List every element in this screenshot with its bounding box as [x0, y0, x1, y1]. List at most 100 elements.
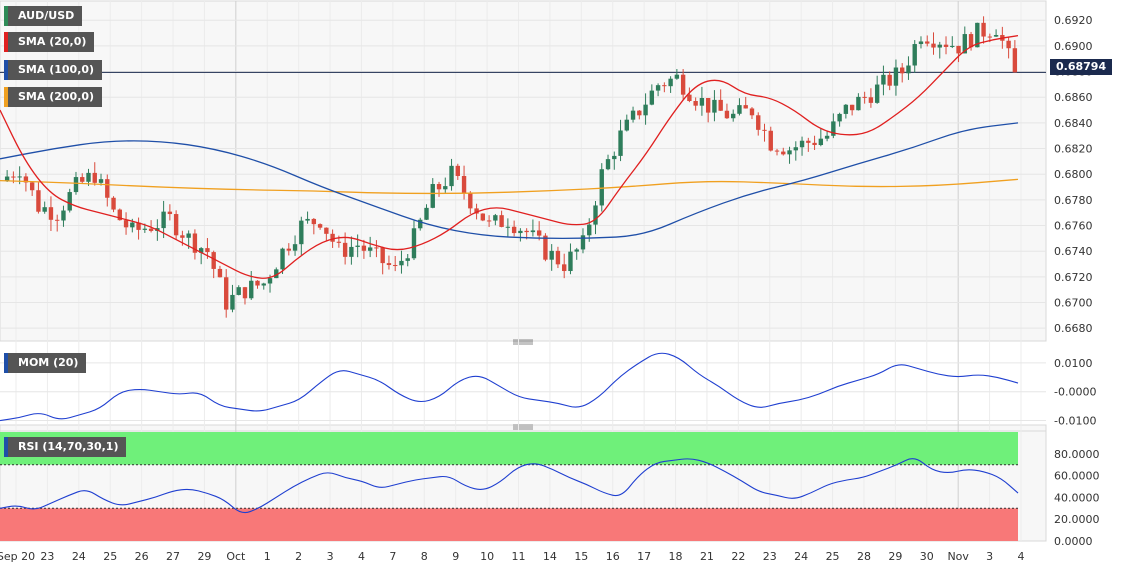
- x-tick-label: 24: [72, 550, 86, 563]
- candle-body: [868, 97, 874, 103]
- x-tick-label: 27: [166, 550, 180, 563]
- candle-body: [1006, 40, 1011, 49]
- candle-body: [493, 215, 498, 221]
- x-tick-label: 28: [857, 550, 871, 563]
- candle-body: [931, 43, 936, 48]
- candle-body: [649, 90, 655, 105]
- candle-body: [511, 226, 517, 234]
- x-tick-label: Nov: [947, 550, 969, 563]
- y-tick-label: 0.6800: [1054, 168, 1093, 181]
- candle-body: [655, 85, 661, 91]
- candle-body: [117, 209, 122, 221]
- rsi-overbought-zone: [0, 432, 1018, 465]
- candle-body: [361, 245, 367, 251]
- y-tick-label: 0.6780: [1054, 194, 1093, 207]
- candle-body: [975, 22, 980, 48]
- candle-body: [774, 150, 780, 152]
- candle-body: [305, 218, 310, 221]
- candle-body: [787, 150, 792, 155]
- x-tick-label: 1: [264, 550, 271, 563]
- candle-body: [987, 36, 993, 38]
- candle-body: [374, 247, 379, 249]
- y-tick-label: 0.6820: [1054, 143, 1093, 156]
- candle-body: [292, 244, 298, 251]
- candle-body: [480, 213, 486, 221]
- x-tick-label: Oct: [226, 550, 246, 563]
- candle-body: [236, 287, 241, 295]
- symbol-label[interactable]: AUD/USD: [4, 6, 83, 26]
- candle-body: [937, 44, 942, 48]
- sma-100-label[interactable]: SMA (100,0): [4, 60, 103, 80]
- mom-tick-label: -0.0100: [1054, 415, 1096, 428]
- candle-body: [724, 110, 730, 119]
- sma-20-line: [0, 34, 1019, 279]
- candle-body: [737, 105, 742, 114]
- candle-body: [824, 135, 830, 139]
- candle-body: [536, 230, 542, 236]
- candle-body: [887, 74, 892, 86]
- candle-body: [286, 248, 291, 251]
- candle-body: [92, 172, 97, 183]
- rsi-tick-label: 0.0000: [1054, 535, 1093, 548]
- rsi-oversold-zone: [0, 508, 1018, 541]
- candle-body: [80, 177, 85, 182]
- rsi-label[interactable]: RSI (14,70,30,1): [4, 437, 127, 457]
- candle-body: [599, 169, 604, 206]
- x-tick-label: 8: [421, 550, 428, 563]
- candle-body: [255, 280, 260, 286]
- candle-body: [812, 142, 817, 146]
- candle-body: [67, 192, 72, 211]
- candle-body: [799, 140, 805, 148]
- candle-body: [4, 176, 10, 181]
- candle-body: [324, 227, 329, 234]
- x-tick-label: 21: [700, 550, 714, 563]
- candle-body: [699, 98, 705, 106]
- candle-body: [23, 176, 29, 183]
- candle-body: [900, 67, 905, 74]
- x-tick-label: 25: [103, 550, 117, 563]
- x-tick-label: 3: [986, 550, 993, 563]
- mom-label[interactable]: MOM (20): [4, 353, 87, 373]
- candle-body: [693, 100, 698, 106]
- candle-body: [48, 207, 54, 220]
- candle-body: [843, 104, 849, 114]
- sma-200-label[interactable]: SMA (200,0): [4, 87, 103, 107]
- candle-body: [242, 287, 248, 299]
- y-tick-label: 0.6860: [1054, 91, 1093, 104]
- candle-body: [618, 130, 623, 156]
- candle-body: [962, 34, 967, 54]
- x-tick-label: 2: [295, 550, 302, 563]
- candle-body: [486, 220, 492, 222]
- candle-body: [530, 230, 536, 233]
- candle-body: [29, 182, 35, 191]
- candle-body: [831, 121, 836, 136]
- x-tick-label: 22: [731, 550, 745, 563]
- sma-100-line: [0, 122, 1019, 240]
- candle-body: [42, 207, 47, 212]
- candle-body: [280, 248, 285, 270]
- candle-body: [749, 108, 755, 116]
- candle-body: [468, 193, 473, 209]
- candle-body: [680, 74, 686, 95]
- candle-body: [436, 184, 442, 190]
- sma-20-label[interactable]: SMA (20,0): [4, 32, 95, 52]
- candle-body: [299, 220, 304, 245]
- x-tick-label: 16: [606, 550, 620, 563]
- x-tick-label: 14: [543, 550, 557, 563]
- candle-body: [950, 45, 955, 47]
- mom-line: [0, 352, 1019, 422]
- candle-body: [893, 67, 899, 86]
- candle-body: [11, 176, 16, 178]
- x-tick-label: 15: [574, 550, 588, 563]
- candle-body: [317, 224, 323, 228]
- y-tick-label: 0.6760: [1054, 220, 1093, 233]
- candle-body: [674, 74, 680, 79]
- candle-body: [449, 165, 454, 187]
- sma-200-line: [0, 178, 1019, 195]
- mom-tick-label: 0.0100: [1054, 357, 1093, 370]
- candle-body: [461, 175, 467, 194]
- y-tick-label: 0.6740: [1054, 245, 1093, 258]
- candle-body: [906, 65, 911, 74]
- x-tick-label: 11: [512, 550, 526, 563]
- candle-body: [355, 245, 360, 247]
